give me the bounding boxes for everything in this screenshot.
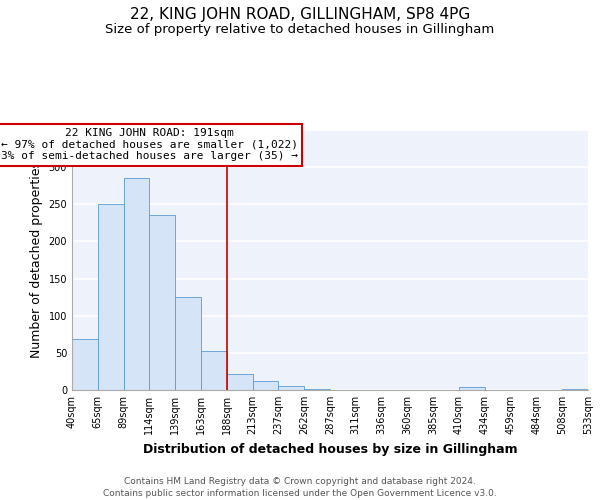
Bar xyxy=(278,386,304,390)
Bar xyxy=(149,216,175,390)
Text: Contains public sector information licensed under the Open Government Licence v3: Contains public sector information licen… xyxy=(103,489,497,498)
Text: 22, KING JOHN ROAD, GILLINGHAM, SP8 4PG: 22, KING JOHN ROAD, GILLINGHAM, SP8 4PG xyxy=(130,8,470,22)
Bar xyxy=(253,381,278,390)
Text: 22 KING JOHN ROAD: 191sqm
← 97% of detached houses are smaller (1,022)
3% of sem: 22 KING JOHN ROAD: 191sqm ← 97% of detac… xyxy=(1,128,298,162)
Bar xyxy=(98,204,124,390)
Bar xyxy=(175,297,201,390)
Bar xyxy=(459,387,485,390)
Bar xyxy=(201,352,227,390)
Y-axis label: Number of detached properties: Number of detached properties xyxy=(30,162,43,358)
Bar xyxy=(562,388,588,390)
Bar xyxy=(227,374,253,390)
Text: Size of property relative to detached houses in Gillingham: Size of property relative to detached ho… xyxy=(106,22,494,36)
Bar xyxy=(72,340,98,390)
Text: Contains HM Land Registry data © Crown copyright and database right 2024.: Contains HM Land Registry data © Crown c… xyxy=(124,478,476,486)
Bar xyxy=(124,178,149,390)
Text: Distribution of detached houses by size in Gillingham: Distribution of detached houses by size … xyxy=(143,442,517,456)
